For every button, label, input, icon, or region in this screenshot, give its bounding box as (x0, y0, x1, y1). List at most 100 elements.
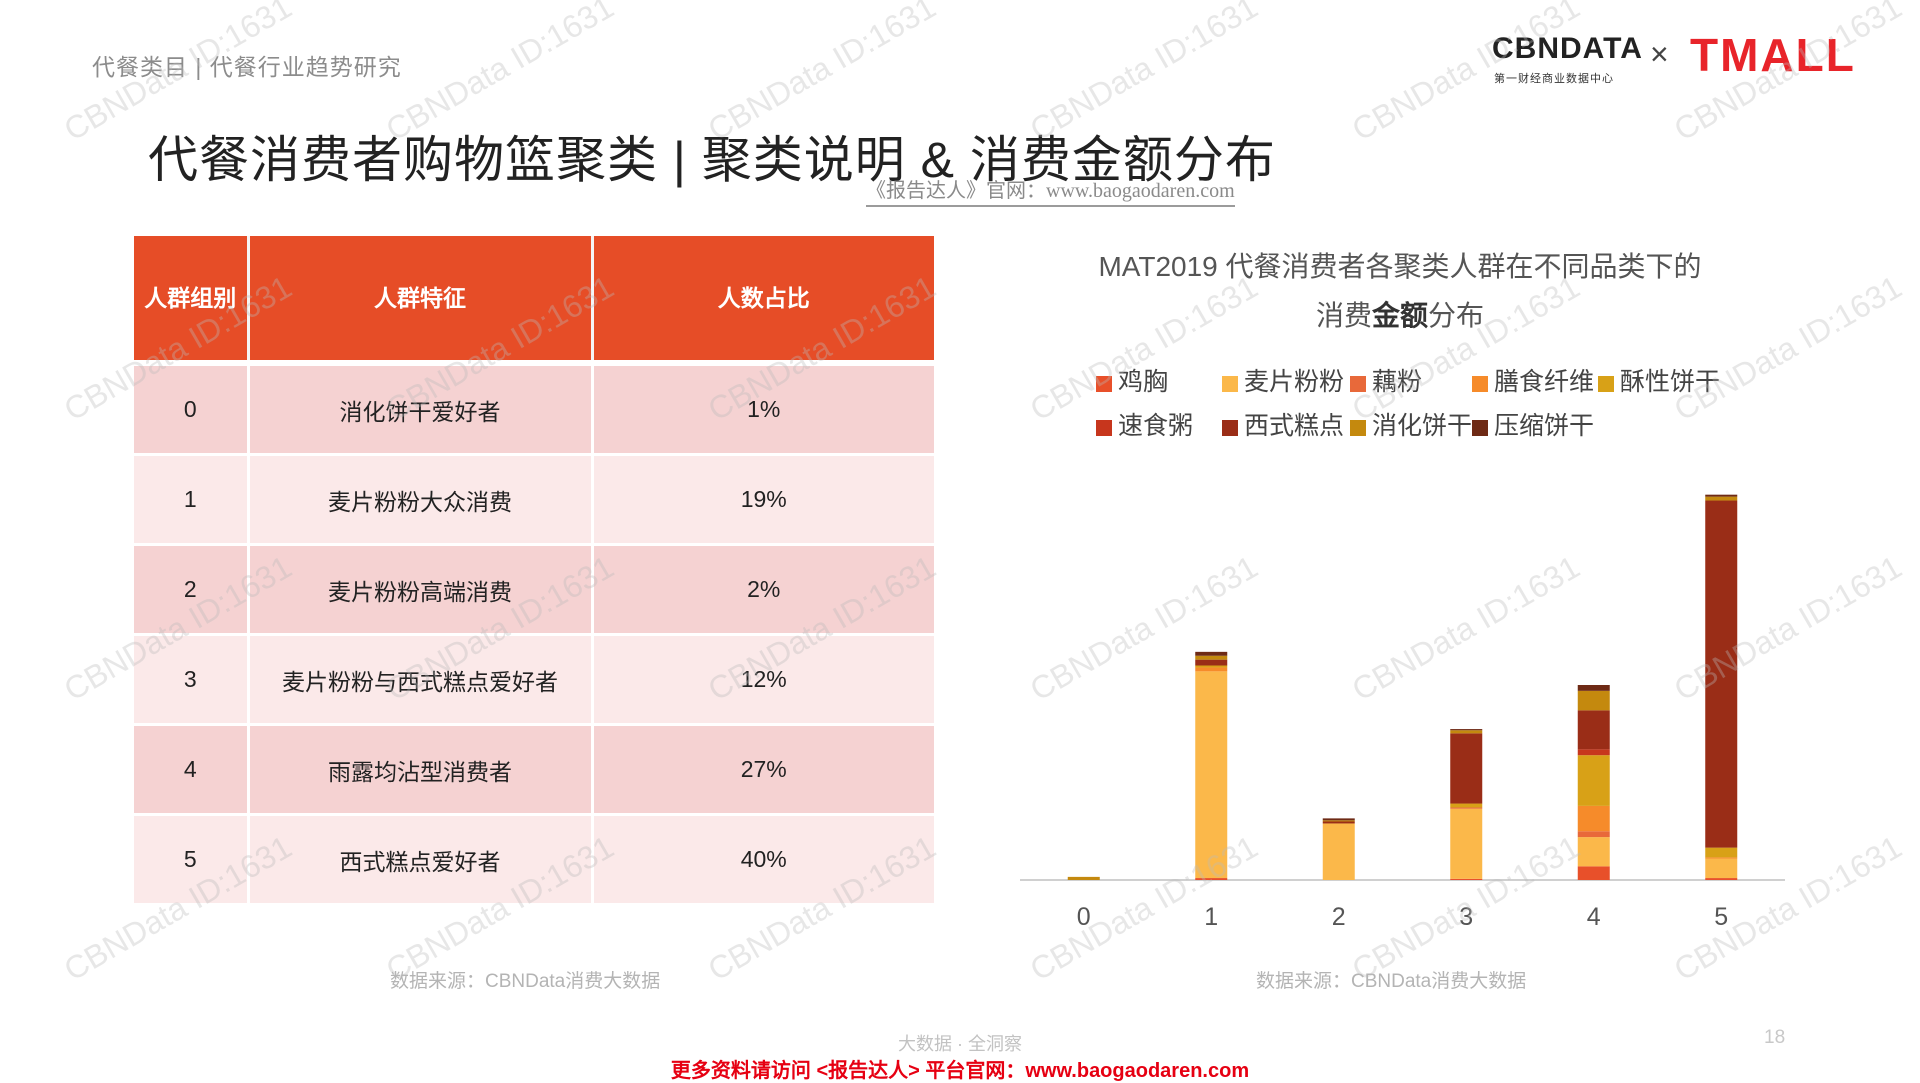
legend-swatch (1598, 376, 1614, 392)
cell-feature: 麦片粉粉大众消费 (248, 453, 594, 545)
bar-segment (1322, 818, 1355, 821)
bar-segment (1577, 749, 1610, 756)
legend-label: 麦片粉粉 (1244, 368, 1344, 396)
source-note-left: 数据来源：CBNData消费大数据 (390, 971, 661, 992)
bar-segment (1450, 729, 1483, 731)
bar-segment (1322, 823, 1355, 880)
chart-title-line1: MAT2019 代餐消费者各聚类人群在不同品类下的 (1098, 251, 1701, 282)
legend-label: 速食粥 (1118, 412, 1193, 440)
bar-segment (1705, 494, 1738, 497)
legend-swatch (1472, 376, 1488, 392)
legend-label: 酥性饼干 (1620, 368, 1720, 396)
bar-segment (1577, 866, 1610, 880)
bar-segment (1705, 858, 1738, 879)
header-feature: 人群特征 (248, 236, 594, 363)
legend-label: 西式糕点 (1244, 412, 1344, 440)
bar-segment (1195, 671, 1228, 879)
cell-share: 2% (592, 543, 934, 635)
cell-group: 1 (134, 453, 250, 545)
cell-share: 19% (592, 453, 934, 545)
bar-segment (1195, 659, 1228, 666)
bar-segment (1577, 831, 1610, 838)
x-tick-label: 4 (1587, 903, 1601, 931)
cell-share: 27% (592, 723, 934, 815)
cell-feature: 消化饼干爱好者 (248, 360, 594, 455)
x-tick-label: 2 (1332, 903, 1346, 931)
bar-segment (1577, 755, 1610, 806)
bar-segment (1577, 805, 1610, 832)
bar-segment (1195, 878, 1228, 880)
bar-segment (1705, 857, 1738, 859)
bar-segment (1195, 655, 1228, 660)
bar-segment (1450, 733, 1483, 804)
bar-segment (1322, 821, 1355, 824)
bar-segment (1705, 847, 1738, 858)
bar-segment (1195, 651, 1228, 656)
footer-tagline: 大数据 · 全洞察 (898, 1034, 1022, 1054)
bar-segment (1577, 690, 1610, 711)
bar-segment (1705, 500, 1738, 848)
source-note-right: 数据来源：CBNData消费大数据 (1256, 971, 1527, 992)
cluster-table: 人群组别 人群特征 人数占比 0 消化饼干爱好者 1% 1 麦片粉粉大众消费 1… (134, 236, 934, 903)
bar-segment (1322, 820, 1355, 822)
legend-swatch (1096, 420, 1112, 436)
cell-share: 1% (592, 360, 934, 455)
cell-feature: 西式糕点爱好者 (248, 813, 594, 903)
legend-label: 膳食纤维 (1494, 368, 1594, 396)
cell-group: 2 (134, 543, 250, 635)
cell-group: 0 (134, 360, 250, 455)
cbndata-logo: CBNDATA (1492, 32, 1643, 65)
x-tick-label: 1 (1204, 903, 1218, 931)
bar-segment (1577, 837, 1610, 867)
bar-segment (1577, 685, 1610, 691)
page-number: 18 (1764, 1027, 1786, 1048)
cell-share: 40% (592, 813, 934, 903)
bar-segment (1195, 667, 1228, 672)
cell-feature: 麦片粉粉与西式糕点爱好者 (248, 633, 594, 725)
bar-segment (1705, 496, 1738, 501)
bar-segment (1450, 730, 1483, 734)
cell-group: 3 (134, 633, 250, 725)
table-row: 1 麦片粉粉大众消费 19% (134, 453, 934, 545)
bar-segment (1450, 808, 1483, 879)
x-tick-label: 5 (1714, 903, 1728, 931)
header-group: 人群组别 (134, 236, 250, 363)
legend-swatch (1350, 376, 1366, 392)
cell-share: 12% (592, 633, 934, 725)
legend-label: 藕粉 (1372, 368, 1422, 396)
cross-icon: × (1650, 36, 1669, 72)
bar-segment (1450, 878, 1483, 880)
bar-segment (1067, 876, 1100, 880)
legend-label: 消化饼干 (1372, 412, 1472, 440)
breadcrumb: 代餐类目 | 代餐行业趋势研究 (92, 54, 402, 80)
brand-logos: CBNDATA 第一财经商业数据中心 × TMALL (1492, 29, 1862, 92)
table-row: 0 消化饼干爱好者 1% (134, 360, 934, 455)
table-row: 5 西式糕点爱好者 40% (134, 813, 934, 903)
table-header-row: 人群组别 人群特征 人数占比 (134, 236, 934, 363)
cell-group: 5 (134, 813, 250, 903)
cell-feature: 麦片粉粉高端消费 (248, 543, 594, 635)
header-share: 人数占比 (592, 236, 934, 363)
cbndata-logo-subtitle: 第一财经商业数据中心 (1494, 73, 1614, 85)
table-row: 3 麦片粉粉与西式糕点爱好者 12% (134, 633, 934, 725)
x-tick-label: 3 (1459, 903, 1473, 931)
chart-title-line2: 消费金额分布 (1316, 299, 1484, 331)
cell-feature: 雨露均沾型消费者 (248, 723, 594, 815)
bar-segment (1450, 807, 1483, 809)
legend-label: 鸡胸 (1118, 368, 1168, 396)
site-watermark: 《报告达人》官网：www.baogaodaren.com (866, 174, 1235, 207)
bar-segment (1705, 878, 1738, 880)
x-tick-label: 0 (1077, 903, 1091, 931)
bar-segment (1577, 710, 1610, 750)
legend-swatch (1222, 420, 1238, 436)
bottom-promo-link[interactable]: 更多资料请访问 <报告达人> 平台官网：www.baogaodaren.com (670, 1060, 1250, 1082)
legend-swatch (1350, 420, 1366, 436)
legend-swatch (1222, 376, 1238, 392)
page-title: 代餐消费者购物篮聚类 | 聚类说明 & 消费金额分布 (148, 132, 1276, 188)
bar-segment (1195, 665, 1228, 668)
legend-label: 压缩饼干 (1494, 412, 1594, 440)
bar-segment (1450, 803, 1483, 808)
legend-swatch (1472, 420, 1488, 436)
tmall-logo: TMALL (1690, 29, 1856, 81)
